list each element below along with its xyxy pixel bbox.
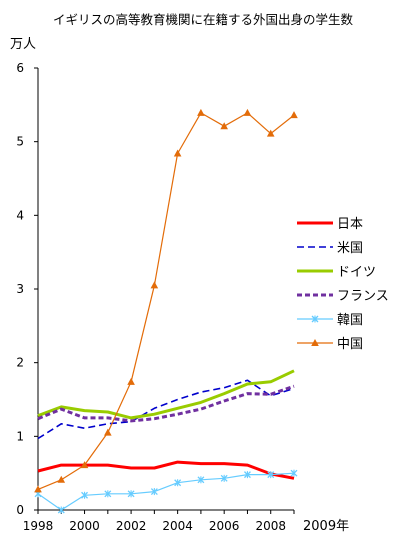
series-line [37, 472, 295, 511]
data-point-triangle [290, 111, 298, 119]
legend-item: 日本 [297, 217, 363, 232]
series-line [37, 369, 295, 420]
series-line [37, 460, 295, 480]
data-point-triangle [266, 129, 275, 137]
legend-label: 日本 [337, 217, 363, 232]
y-tick-label: 3 [16, 282, 24, 296]
data-point-x [267, 471, 275, 479]
y-tick-label: 4 [16, 208, 24, 222]
legend-label: フランス [337, 289, 389, 304]
data-point-triangle [150, 281, 159, 289]
x-tick-label: 2008 [255, 519, 286, 533]
data-point-x [290, 469, 298, 477]
x-tick-label: 2004 [162, 519, 193, 533]
data-point-x [81, 491, 89, 499]
x-tick-label: 2000 [69, 519, 100, 533]
series-0 [37, 460, 295, 480]
legend-item: 韓国 [297, 313, 363, 328]
data-point-x [311, 315, 319, 323]
legend-item: 米国 [297, 241, 363, 256]
y-unit-label: 万人 [10, 37, 36, 52]
series-4 [34, 469, 298, 514]
series-2 [37, 369, 295, 420]
y-tick-label: 1 [16, 429, 24, 443]
series-line [37, 384, 295, 423]
series-3 [37, 384, 295, 423]
y-tick-label: 5 [16, 135, 24, 149]
data-point-triangle [104, 428, 112, 436]
data-point-triangle [311, 339, 319, 346]
series-1 [37, 379, 295, 440]
data-point-x [243, 471, 251, 479]
x-end-label: 2009年 [303, 519, 349, 534]
legend-label: 米国 [337, 241, 363, 256]
data-point-x [104, 490, 112, 498]
x-tick-label: 2006 [209, 519, 240, 533]
data-point-triangle [173, 149, 182, 157]
data-point-x [127, 490, 135, 498]
series-5 [34, 108, 298, 493]
data-point-triangle [57, 475, 66, 483]
data-point-x [57, 506, 65, 514]
data-point-x [220, 474, 228, 482]
x-tick-label: 1998 [23, 519, 54, 533]
x-tick-label: 2002 [116, 519, 147, 533]
series-line [37, 379, 295, 440]
data-point-triangle [197, 108, 205, 116]
data-point-triangle [80, 461, 89, 469]
series-layer [34, 108, 298, 514]
legend-label: ドイツ [337, 265, 376, 280]
series-line [37, 112, 295, 490]
data-point-triangle [127, 377, 135, 385]
y-tick-label: 0 [16, 503, 24, 517]
y-tick-label: 6 [16, 61, 24, 75]
legend-item: 中国 [297, 337, 363, 352]
data-point-x [197, 476, 205, 484]
y-axis-ticks: 0 1 2 3 4 5 6 [16, 61, 38, 517]
data-point-x [150, 488, 158, 496]
legend-label: 中国 [337, 337, 363, 352]
y-tick-label: 2 [16, 356, 24, 370]
legend-item: フランス [297, 289, 389, 304]
legend-item: ドイツ [297, 265, 376, 280]
data-point-triangle [243, 108, 252, 116]
x-axis-ticks: 1998 2000 2002 2004 2006 2008 [23, 510, 295, 533]
data-point-triangle [220, 122, 228, 130]
axes [37, 68, 294, 511]
legend-label: 韓国 [337, 313, 363, 328]
data-point-triangle [34, 485, 42, 493]
chart-title: イギリスの高等教育機関に在籍する外国出身の学生数 [53, 12, 354, 27]
data-point-x [174, 479, 182, 487]
